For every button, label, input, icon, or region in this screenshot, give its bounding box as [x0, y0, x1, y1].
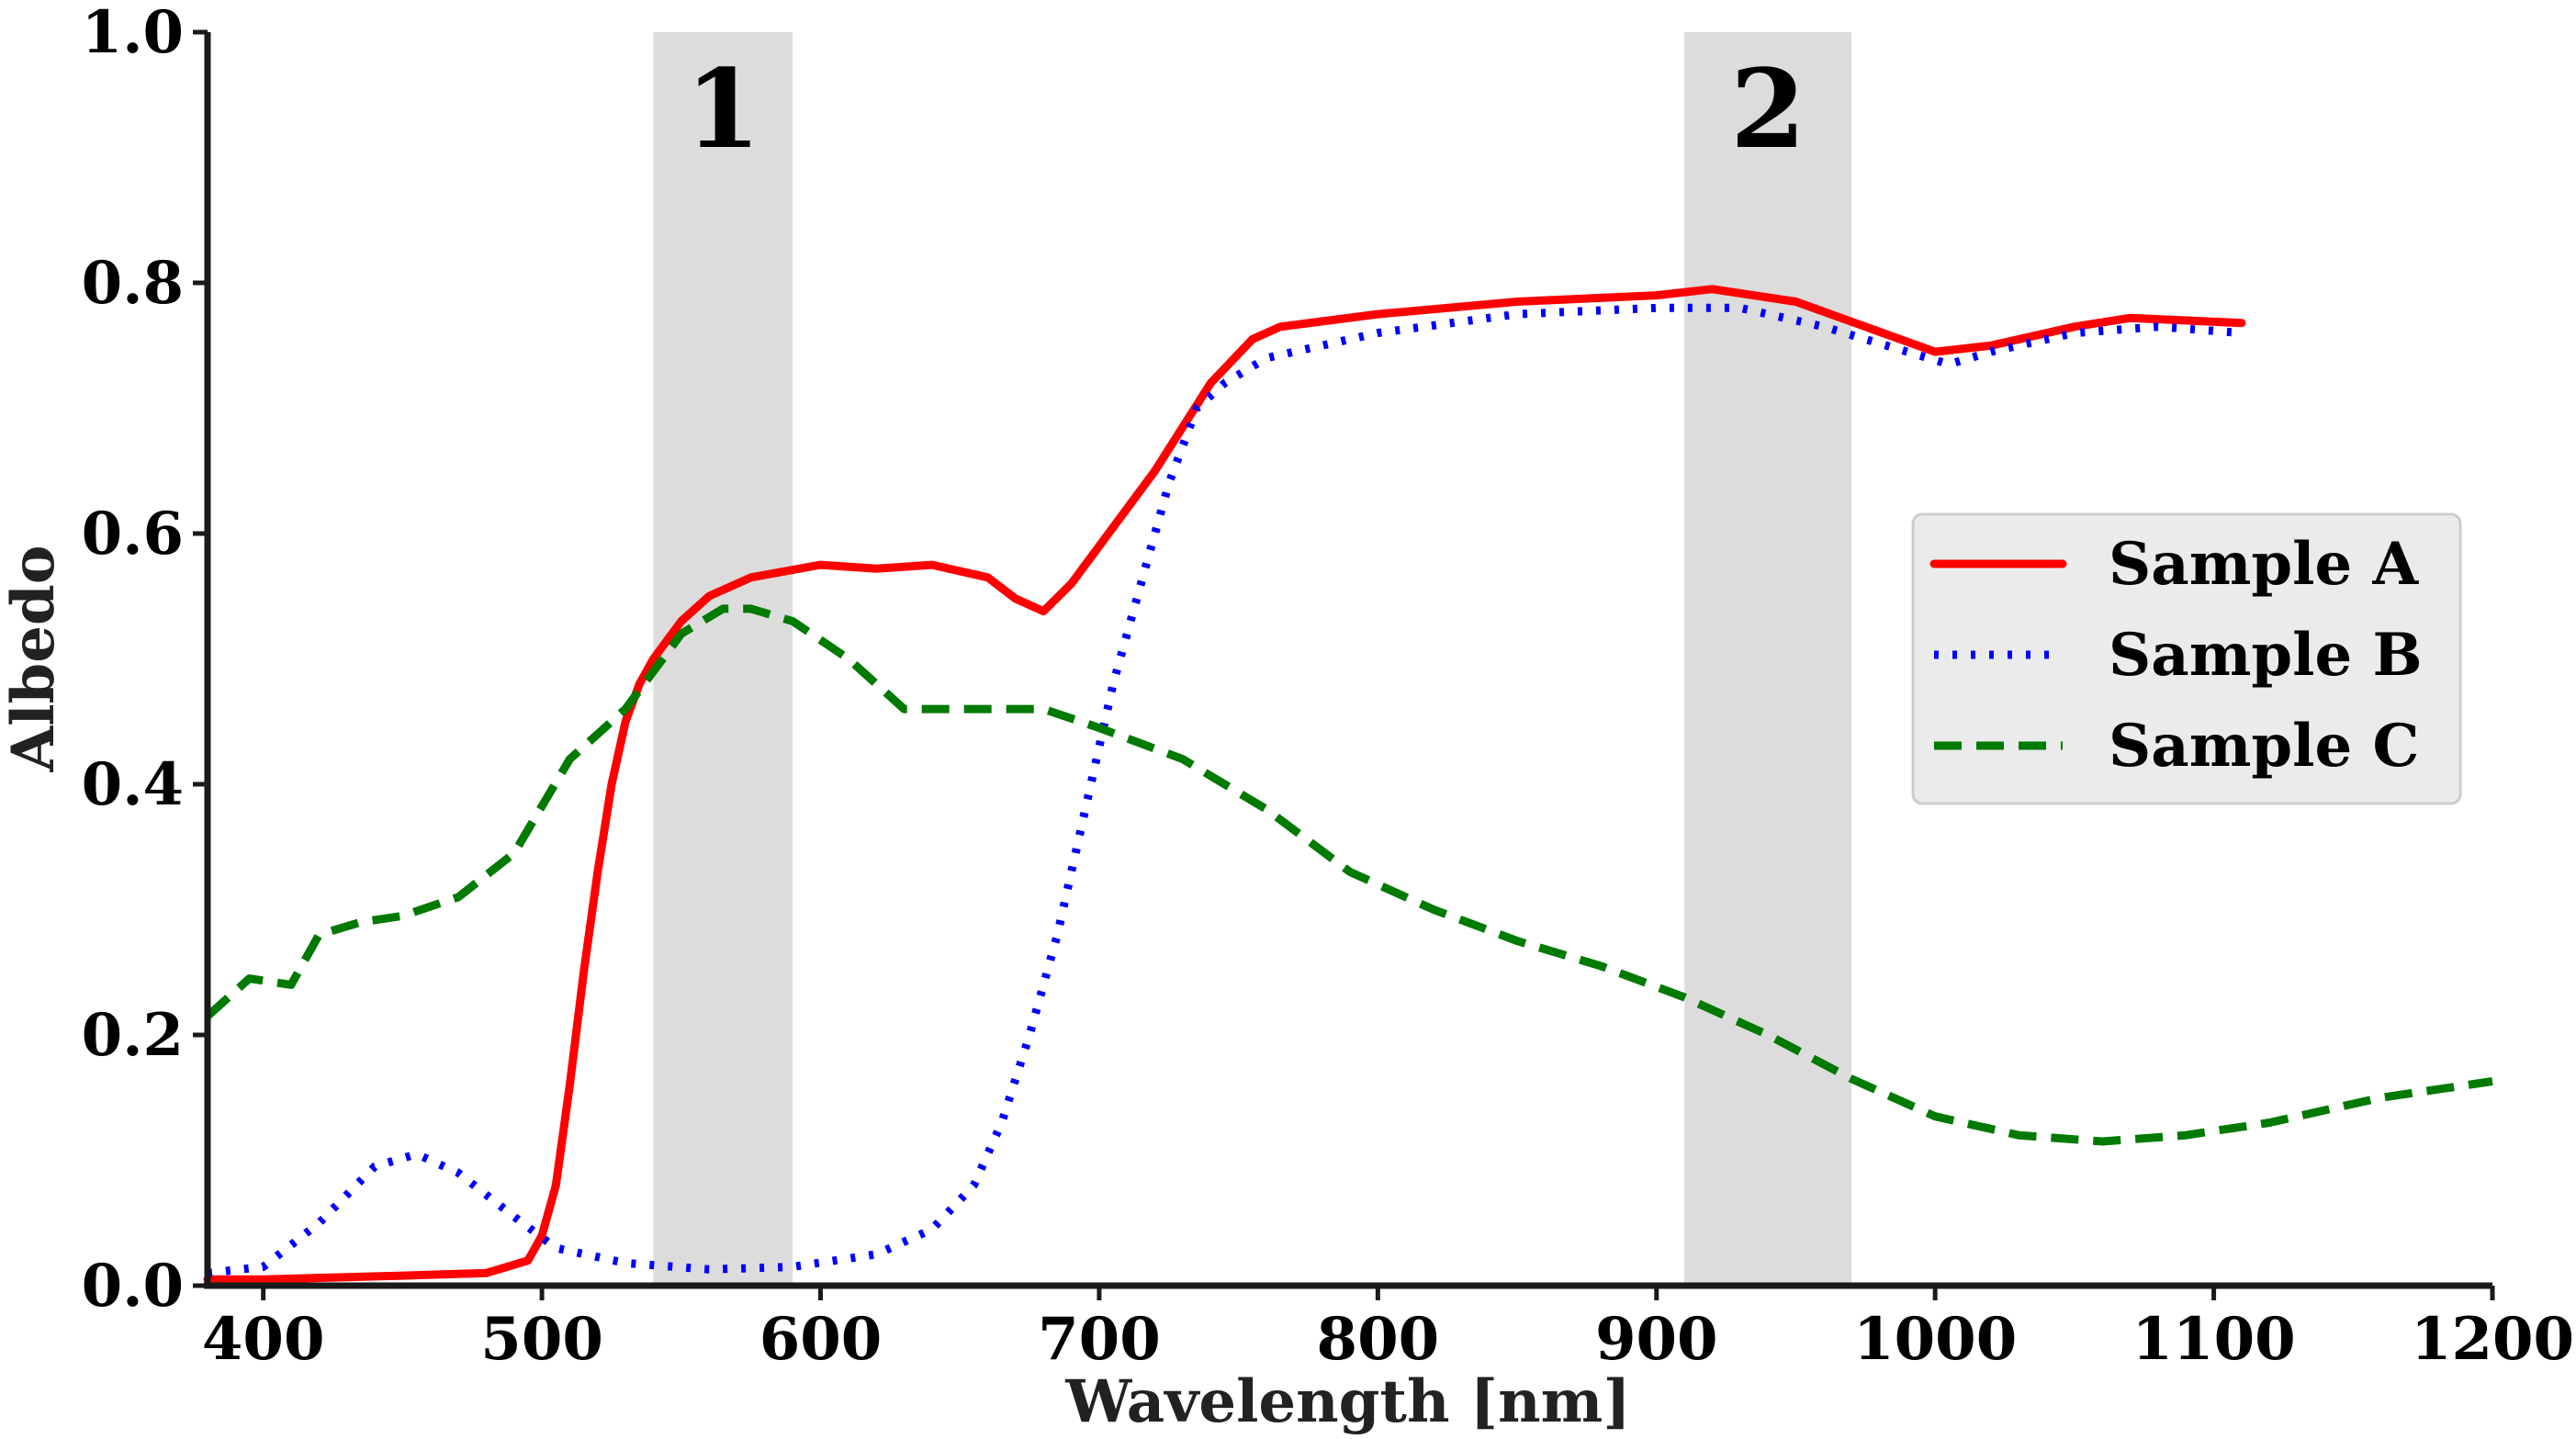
- y-tick-label: 1.0: [82, 0, 184, 67]
- x-axis-title: Wavelength [nm]: [1064, 1367, 1630, 1436]
- x-tick-label: 1100: [2132, 1305, 2296, 1374]
- x-tick-label: 400: [202, 1305, 325, 1374]
- series-line-sample-c: [204, 604, 2493, 1146]
- legend-label-sample-c: Sample C: [2109, 712, 2419, 781]
- x-tick-label: 700: [1038, 1305, 1161, 1374]
- y-tick-label: 0.6: [82, 500, 184, 568]
- x-tick-label: 900: [1595, 1305, 1718, 1374]
- series-line-sample-b: [207, 303, 2243, 1277]
- y-tick-label: 0.2: [82, 1001, 184, 1070]
- axes: [204, 32, 2492, 1289]
- x-tick-label: 500: [480, 1305, 603, 1374]
- x-tick-label: 600: [759, 1305, 883, 1374]
- legend-label-sample-b: Sample B: [2109, 621, 2423, 690]
- x-ticks: 400 500 600 700 800 900 1000 1100 1200: [202, 1286, 2574, 1374]
- legend-label-sample-a: Sample A: [2109, 530, 2419, 599]
- band-label-2: 2: [1730, 45, 1805, 173]
- legend-box: [1911, 512, 2462, 805]
- y-tick-label: 0.4: [82, 750, 184, 819]
- band-1: [653, 32, 793, 1286]
- x-tick-label: 1200: [2411, 1305, 2574, 1374]
- y-axis-title: Albedo: [0, 545, 68, 773]
- band-2: [1684, 32, 1852, 1286]
- band-label-1: 1: [685, 45, 760, 173]
- series-line-sample-a: [203, 285, 2246, 1284]
- legend: Sample A Sample B Sample C: [1911, 512, 2462, 805]
- y-tick-label: 0.8: [82, 249, 184, 318]
- x-tick-label: 800: [1317, 1305, 1440, 1374]
- y-tick-label: 0.0: [82, 1252, 184, 1321]
- x-tick-label: 1000: [1853, 1305, 2017, 1374]
- series-lines: [203, 285, 2493, 1284]
- y-ticks: 0.0 0.2 0.4 0.6 0.8 1.0: [82, 0, 208, 1321]
